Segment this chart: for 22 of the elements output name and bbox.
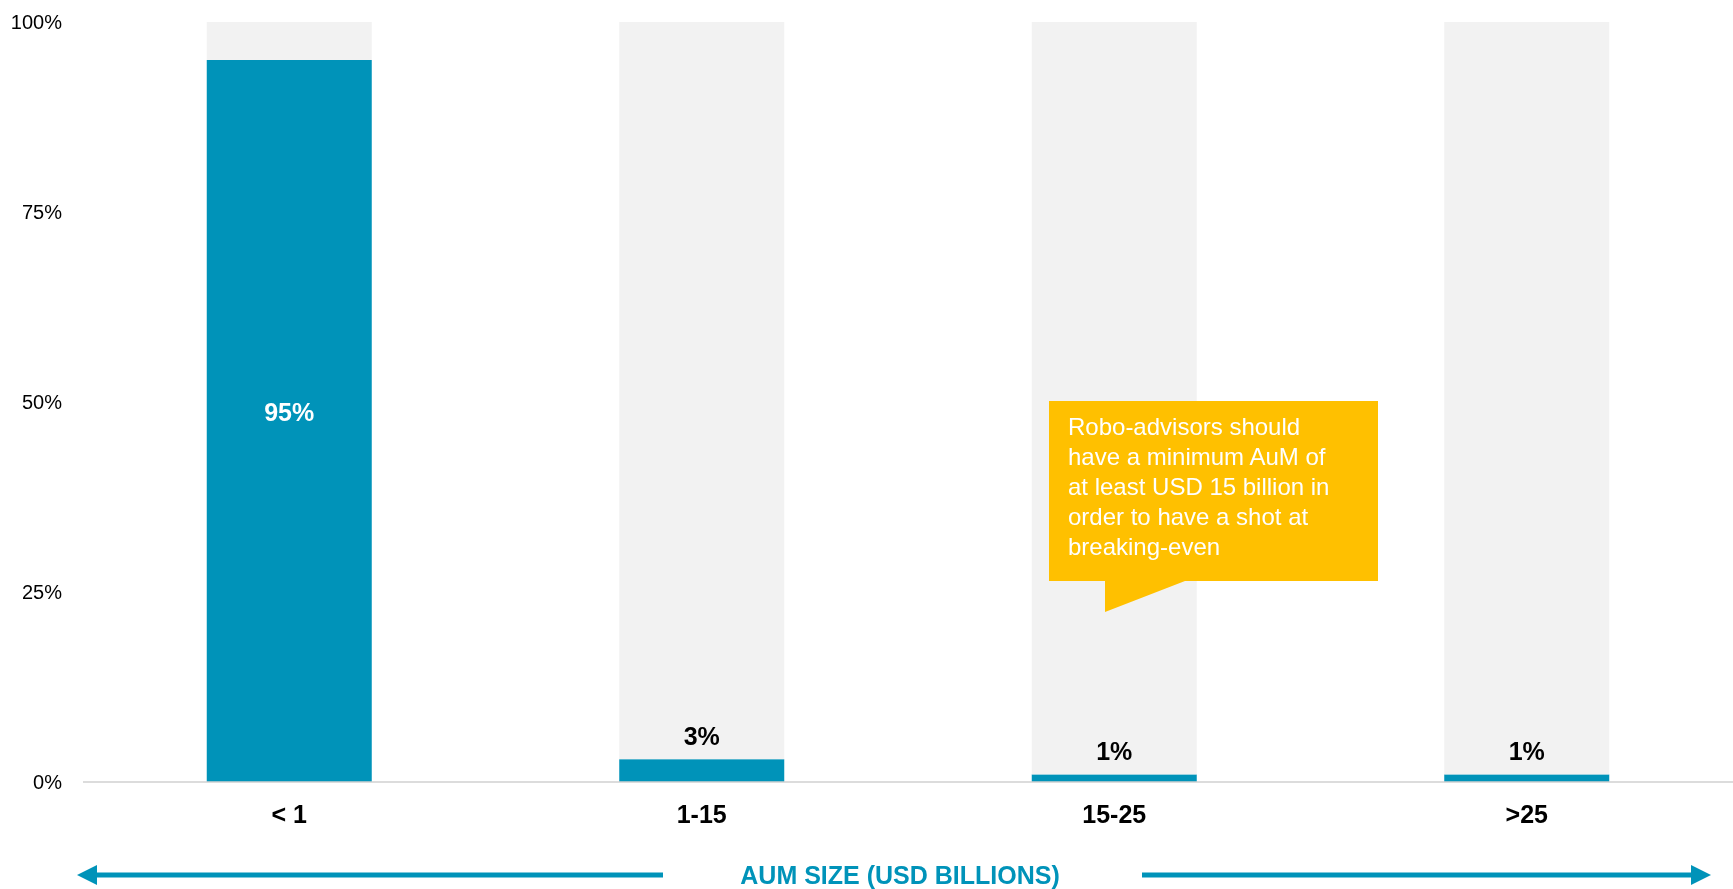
bar [1444,774,1610,782]
bar [619,759,785,782]
y-tick-label: 75% [21,201,63,223]
x-tick-label: >25 [1505,800,1549,828]
bar [619,22,785,760]
bar [1444,22,1610,775]
bar [206,60,372,782]
bar [206,22,372,60]
x-tick-label: < 1 [271,800,308,828]
x-axis-title: AUM SIZE (USD BILLIONS) [740,861,1060,889]
y-tick-label: 0% [33,771,63,793]
x-tick-label: 15-25 [1082,800,1147,828]
data-label: 95% [264,398,315,426]
data-label: 1% [1508,737,1545,766]
y-tick-label: 25% [21,581,63,603]
annotation: Robo-advisors should have a minimum AuM of at least USD 15 billion in order to have a shot at breaking-even [1068,413,1330,560]
x-tick-label: 1-15 [676,800,727,828]
y-tick-label: 50% [21,391,63,413]
data-label: 3% [683,722,720,751]
bar [1031,774,1197,782]
y-tick-label: 100% [10,11,63,33]
data-label: 1% [1096,737,1133,766]
